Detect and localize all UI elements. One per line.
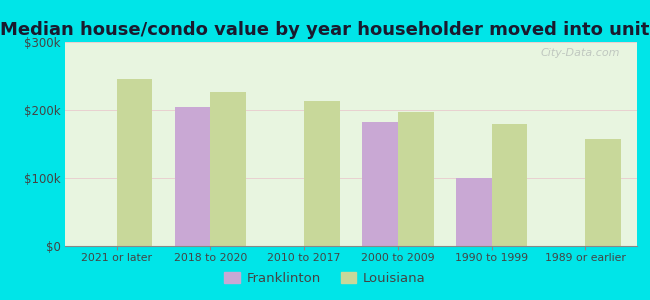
Bar [175, 106, 211, 246]
Bar [456, 178, 491, 246]
Bar [491, 124, 527, 246]
Legend: Franklinton, Louisiana: Franklinton, Louisiana [219, 267, 431, 290]
Bar [304, 101, 340, 246]
Bar [362, 122, 398, 246]
Bar [586, 139, 621, 246]
Text: Median house/condo value by year householder moved into unit: Median house/condo value by year househo… [0, 21, 650, 39]
Bar [211, 92, 246, 246]
Bar [398, 112, 434, 246]
Text: City-Data.com: City-Data.com [540, 48, 620, 58]
Bar [116, 80, 152, 246]
